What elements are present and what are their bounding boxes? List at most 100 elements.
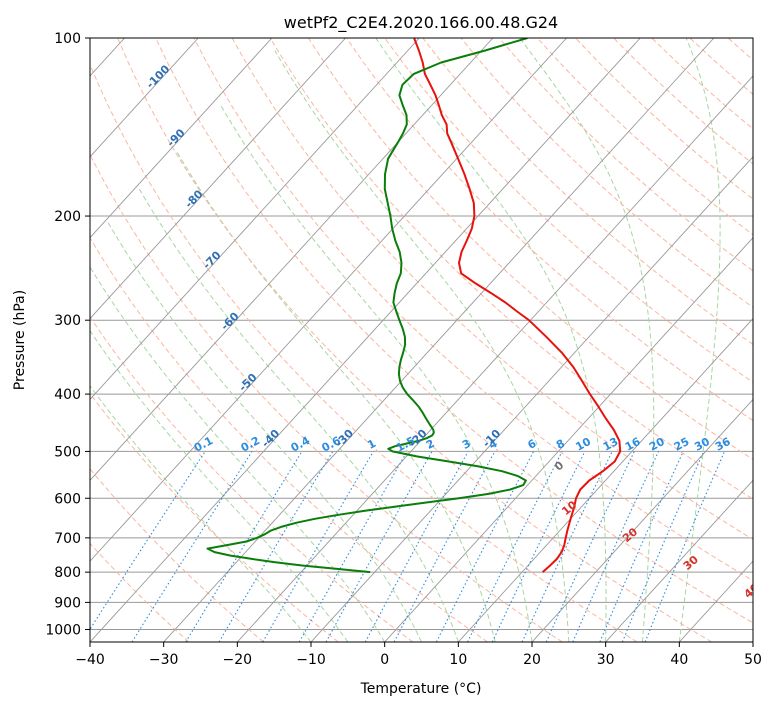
mixing-ratio-label: 30 (692, 435, 712, 454)
dry-adiabat-line (193, 38, 753, 582)
dry-adiabat-line (90, 153, 563, 642)
mixing-ratio-label: 36 (713, 435, 733, 454)
isotherm-label: -80 (182, 187, 205, 210)
dry-adiabat-line (460, 38, 753, 309)
isotherm-line (90, 38, 567, 562)
dry-adiabat-line (90, 63, 638, 642)
mixing-ratio-line (491, 451, 586, 642)
dry-adiabat-line (689, 38, 753, 95)
y-tick-label: 200 (54, 209, 81, 225)
dry-adiabat-line (155, 38, 753, 624)
plot-frame (89, 37, 754, 643)
x-tick-label: 40 (670, 652, 688, 668)
isotherm-line (90, 38, 346, 320)
y-tick-label: 700 (54, 531, 81, 547)
y-tick-label: 400 (54, 387, 81, 403)
temperature-profile-line (413, 38, 622, 573)
moist-adiabat-line (274, 50, 570, 642)
isotherm-line (237, 75, 753, 642)
mixing-ratio-label: 3 (460, 437, 473, 452)
isotherm-line (90, 38, 199, 158)
dry-adiabat-line (90, 392, 339, 642)
mixing-ratio-label: 20 (647, 435, 667, 454)
dry-adiabat-line (307, 38, 753, 461)
mixing-ratio-line (298, 451, 408, 642)
dry-adiabat-line (90, 468, 264, 642)
mixing-ratio-line (599, 451, 684, 642)
mixing-ratio-line (90, 451, 206, 631)
mixing-ratio-line (325, 451, 433, 642)
moist-adiabat-line (519, 38, 655, 642)
mixing-ratio-line (467, 451, 563, 642)
isotherm-line (90, 38, 273, 239)
x-tick-label: 10 (449, 652, 467, 668)
x-tick-label: 0 (380, 652, 389, 668)
dry-adiabat-line (90, 542, 190, 642)
mixing-ratio-line (364, 451, 469, 642)
mixing-ratio-lines (90, 451, 726, 642)
isotherm-label: -70 (200, 248, 223, 271)
isotherm-line (310, 156, 753, 642)
moist-adiabat-line (90, 385, 312, 642)
x-tick-label: −40 (75, 652, 105, 668)
mixing-ratio-line (218, 451, 334, 642)
dry-adiabat-line (727, 38, 753, 61)
moist-adiabat-line (175, 150, 496, 642)
dry-adiabat-label: 10 (559, 498, 579, 518)
moist-adiabat-line (90, 329, 349, 642)
mixing-ratio-label: 25 (672, 435, 692, 454)
axes: −40 −30 −20 −10 0 10 20 30 40 5010020030040050060… (45, 31, 762, 668)
x-tick-label: 20 (523, 652, 541, 668)
isotherm-line (531, 398, 753, 642)
chart-title: wetPf2_C2E4.2020.166.00.48.G24 (284, 13, 558, 33)
mixing-ratio-line (572, 451, 660, 642)
x-tick-label: −10 (296, 652, 326, 668)
y-tick-label: 900 (54, 595, 81, 611)
mixing-ratio-line (131, 451, 253, 642)
mixing-ratio-label: 10 (573, 435, 593, 454)
dry-adiabat-line (269, 38, 753, 500)
y-tick-label: 100 (54, 31, 81, 47)
dry-adiabat-line (536, 38, 753, 236)
y-axis-label: Pressure (hPa) (12, 290, 28, 390)
isotherm-label: -90 (164, 126, 187, 149)
dry-adiabat-line (422, 38, 753, 346)
isotherm-line (90, 38, 420, 401)
isotherm-line (90, 38, 641, 642)
isotherm-label: -100 (144, 62, 173, 91)
mixing-ratio-line (621, 451, 705, 642)
mixing-ratio-line (644, 451, 726, 642)
x-tick-label: 50 (744, 652, 762, 668)
moist-adiabat-line (220, 105, 533, 642)
mixing-ratio-line (262, 451, 374, 642)
isotherm-line (605, 479, 753, 642)
mixing-ratio-line (185, 451, 303, 642)
moist-adiabats (90, 38, 721, 642)
isotherm-line (384, 237, 753, 642)
y-tick-label: 800 (54, 565, 81, 581)
isotherm-label: -60 (218, 310, 241, 333)
isotherm-line (163, 38, 715, 642)
moist-adiabat-line (90, 266, 386, 642)
plot-area: 0.1 0.2 0.4 0.6 1 1.5 2 3 4 6 8 10 13 16 20 25 30 36-100-… (90, 38, 762, 642)
dry-adiabat-label: 40 (742, 581, 762, 601)
mixing-ratio-line (393, 451, 496, 642)
moist-adiabat-label: 0 (552, 458, 566, 473)
moist-adiabat-line (107, 222, 422, 642)
moist-adiabat-line (138, 188, 459, 642)
dry-adiabat-line (384, 38, 753, 383)
mixing-ratio-label: 16 (623, 435, 643, 454)
x-tick-label: 30 (597, 652, 615, 668)
dry-adiabat-line (651, 38, 753, 130)
isotherms (90, 38, 753, 642)
moist-adiabat-line (375, 38, 607, 642)
x-tick-label: −30 (149, 652, 179, 668)
isotherm-label: -10 (480, 427, 503, 450)
mixing-ratio-label: 13 (601, 435, 621, 454)
y-tick-label: 300 (54, 313, 81, 329)
x-axis-label: Temperature (°C) (360, 681, 482, 697)
dry-adiabat-line (117, 38, 712, 642)
pressure-gridlines (90, 38, 753, 630)
y-tick-label: 1000 (45, 622, 81, 638)
